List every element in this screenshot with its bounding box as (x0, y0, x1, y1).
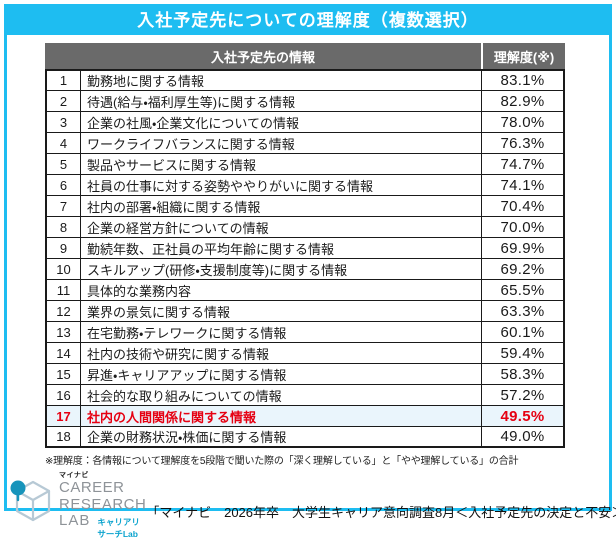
row-value: 58.3% (481, 364, 566, 385)
understanding-table: 入社予定先の情報 理解度(※) 1 勤務地に関する情報 83.1% 2 待遇(給… (45, 43, 566, 448)
row-value: 74.7% (481, 154, 566, 175)
row-rank: 12 (45, 301, 81, 322)
row-label: 社内の技術や研究に関する情報 (81, 343, 482, 364)
row-value: 82.9% (481, 91, 566, 112)
row-label: スキルアップ(研修・支援制度等)に関する情報 (81, 259, 482, 280)
table-header-row: 入社予定先の情報 理解度(※) (45, 43, 566, 69)
row-value: 70.0% (481, 217, 566, 238)
row-rank: 5 (45, 154, 81, 175)
table-row: 2 待遇(給与・福利厚生等)に関する情報 82.9% (45, 91, 566, 112)
row-value: 63.3% (481, 301, 566, 322)
source-citation: 「マイナビ 2026年卒 大学生キャリア意向調査8月＜入社予定先の決定と不安＞」 (146, 504, 616, 520)
row-label: 社内の部署・組織に関する情報 (81, 196, 482, 217)
row-rank: 1 (45, 69, 81, 91)
footer: マイナビ CAREER RESEARCH LAB キャリアリサーチLab 「マイ… (7, 467, 616, 540)
table-body: 1 勤務地に関する情報 83.1% 2 待遇(給与・福利厚生等)に関する情報 8… (45, 69, 566, 448)
table-row: 1 勤務地に関する情報 83.1% (45, 69, 566, 91)
footnote: ※理解度：各情報について理解度を5段階で聞いた際の「深く理解している」と「やや理… (45, 456, 519, 467)
logo-career-research: CAREER RESEARCH (59, 479, 147, 513)
table-row: 6 社員の仕事に対する姿勢ややりがいに関する情報 74.1% (45, 175, 566, 196)
table-row: 10 スキルアップ(研修・支援制度等)に関する情報 69.2% (45, 259, 566, 280)
table-row: 18 企業の財務状況・株価に関する情報 49.0% (45, 427, 566, 448)
row-rank: 7 (45, 196, 81, 217)
row-label: 在宅勤務・テレワークに関する情報 (81, 322, 482, 343)
row-label: 勤続年数、正社員の平均年齢に関する情報 (81, 238, 482, 259)
table-row: 12 業界の景気に関する情報 63.3% (45, 301, 566, 322)
table-row: 8 企業の経営方針についての情報 70.0% (45, 217, 566, 238)
table-row: 3 企業の社風・企業文化についての情報 78.0% (45, 112, 566, 133)
career-research-lab-logo: マイナビ CAREER RESEARCH LAB キャリアリサーチLab (9, 470, 146, 540)
row-value: 59.4% (481, 343, 566, 364)
row-value: 49.5% (481, 406, 566, 427)
table-row: 11 具体的な業務内容 65.5% (45, 280, 566, 301)
row-label: 企業の財務状況・株価に関する情報 (81, 427, 482, 448)
row-rank: 3 (45, 112, 81, 133)
row-rank: 18 (45, 427, 81, 448)
row-rank: 15 (45, 364, 81, 385)
infographic-frame: 入社予定先についての理解度（複数選択） 入社予定先の情報 理解度(※) 1 勤務… (4, 4, 616, 539)
logo-brand-small: マイナビ (59, 472, 89, 479)
row-value: 57.2% (481, 385, 566, 406)
row-value: 69.2% (481, 259, 566, 280)
row-rank: 10 (45, 259, 81, 280)
row-rank: 11 (45, 280, 81, 301)
column-header-rate: 理解度(※) (481, 43, 566, 69)
row-label: 社会的な取り組みについての情報 (81, 385, 482, 406)
row-value: 65.5% (481, 280, 566, 301)
cube-pin-logo-icon (9, 479, 55, 532)
row-label: 業界の景気に関する情報 (81, 301, 482, 322)
row-label: 昇進・キャリアアップに関する情報 (81, 364, 482, 385)
row-value: 78.0% (481, 112, 566, 133)
table-row: 7 社内の部署・組織に関する情報 70.4% (45, 196, 566, 217)
table-row: 14 社内の技術や研究に関する情報 59.4% (45, 343, 566, 364)
logo-lab-sub: キャリアリサーチLab (97, 517, 140, 539)
row-rank: 17 (45, 406, 81, 427)
row-rank: 9 (45, 238, 81, 259)
row-value: 49.0% (481, 427, 566, 448)
row-value: 70.4% (481, 196, 566, 217)
table-row: 9 勤続年数、正社員の平均年齢に関する情報 69.9% (45, 238, 566, 259)
row-value: 60.1% (481, 322, 566, 343)
row-label: 社員の仕事に対する姿勢ややりがいに関する情報 (81, 175, 482, 196)
row-value: 74.1% (481, 175, 566, 196)
row-value: 76.3% (481, 133, 566, 154)
row-rank: 2 (45, 91, 81, 112)
table-row: 5 製品やサービスに関する情報 74.7% (45, 154, 566, 175)
row-rank: 14 (45, 343, 81, 364)
row-label: 具体的な業務内容 (81, 280, 482, 301)
row-label: 待遇(給与・福利厚生等)に関する情報 (81, 91, 482, 112)
column-header-info: 入社予定先の情報 (45, 43, 482, 69)
row-value: 83.1% (481, 69, 566, 91)
row-rank: 13 (45, 322, 81, 343)
page-title: 入社予定先についての理解度（複数選択） (7, 7, 609, 35)
row-label: 社内の人間関係に関する情報 (81, 406, 482, 427)
table-row: 4 ワークライフバランスに関する情報 76.3% (45, 133, 566, 154)
table-row: 17 社内の人間関係に関する情報 49.5% (45, 406, 566, 427)
row-rank: 16 (45, 385, 81, 406)
table-row: 16 社会的な取り組みについての情報 57.2% (45, 385, 566, 406)
row-rank: 6 (45, 175, 81, 196)
row-label: 企業の経営方針についての情報 (81, 217, 482, 238)
logo-lab: LAB (59, 512, 91, 529)
row-label: 製品やサービスに関する情報 (81, 154, 482, 175)
row-rank: 4 (45, 133, 81, 154)
row-label: 勤務地に関する情報 (81, 69, 482, 91)
row-label: ワークライフバランスに関する情報 (81, 133, 482, 154)
logo-texts: マイナビ CAREER RESEARCH LAB キャリアリサーチLab (59, 470, 146, 540)
row-label: 企業の社風・企業文化についての情報 (81, 112, 482, 133)
row-value: 69.9% (481, 238, 566, 259)
table-row: 13 在宅勤務・テレワークに関する情報 60.1% (45, 322, 566, 343)
row-rank: 8 (45, 217, 81, 238)
table-row: 15 昇進・キャリアアップに関する情報 58.3% (45, 364, 566, 385)
